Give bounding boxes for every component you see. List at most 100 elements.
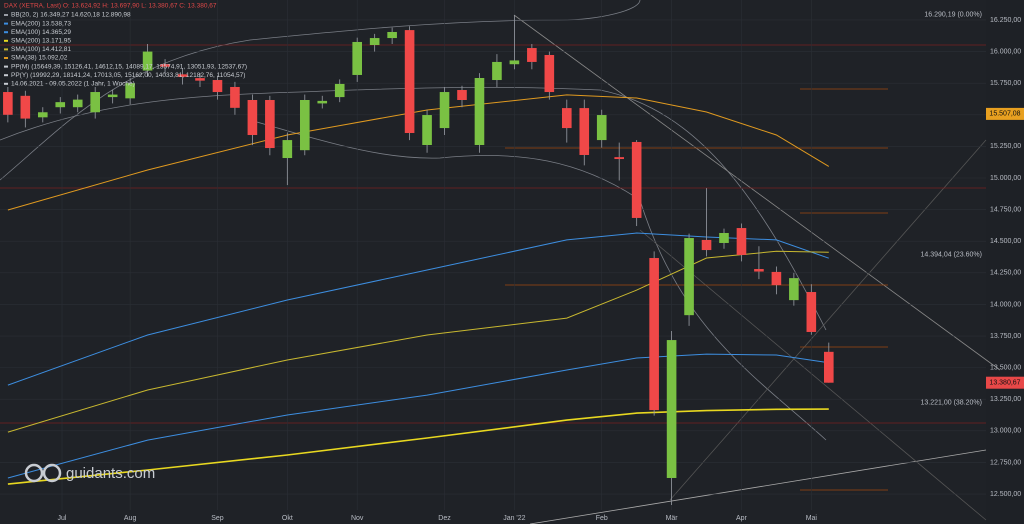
candle-body [352,41,362,75]
legend-swatch [4,82,8,85]
candle-body [160,64,170,67]
legend-text: EMA(100) 14.365,29 [11,29,71,36]
fib-label: 14.394,04 (23.60%) [921,251,983,258]
candle-body [527,48,537,62]
candle-body [596,115,607,141]
candle-body [334,83,345,98]
candle-body [771,271,782,286]
candle-body [247,99,258,136]
candle-body [265,99,275,149]
legend-swatch [4,31,8,34]
candle-body [142,51,153,71]
logo-mark [42,463,62,483]
indicator-line [7,408,829,485]
legend-swatch [4,14,8,16]
indicator-line [7,250,829,433]
logo: guidants.com [24,463,155,483]
candle-body [561,108,572,129]
x-tick-label: Jan '22 [503,515,525,522]
candle-body [422,115,432,146]
x-tick-label: Okt [282,515,293,522]
x-tick-label: Feb [596,515,608,522]
candle-body [212,80,223,93]
candle-body [177,74,188,77]
axis-panel [986,0,1024,524]
candle-body [579,108,590,155]
legend-swatch [4,22,8,25]
legend-swatch [4,39,8,42]
y-tick-label: 15.250,00 [990,143,1021,150]
bb-upper [0,0,641,181]
y-tick-label: 14.000,00 [990,301,1021,308]
legend-text: BB(20, 2) 16.349,27 14.620,18 12.890,98 [11,12,131,19]
candle-body [282,140,293,159]
chart-title: DAX (XETRA, Last) O: 13.624,92 H: 13.697… [4,3,217,10]
candle-body [492,61,502,81]
fib-label: 13.221,00 (38.20%) [921,400,983,407]
y-tick-label: 13.250,00 [990,396,1021,403]
candle-body [404,30,415,133]
indicator-line [7,353,829,479]
indicator-line [7,232,829,386]
x-tick-label: Sep [211,515,224,522]
candle-body [387,31,397,39]
y-tick-label: 14.500,00 [990,238,1021,245]
legend-text: SMA(38) 15.092,02 [11,55,68,62]
x-tick-label: Mär [666,515,679,522]
candle-body [37,112,48,118]
y-tick-label: 13.500,00 [990,364,1021,371]
candle-body [107,94,118,98]
candle-body [754,269,764,272]
price-tag-label: 15.507,08 [989,111,1020,118]
y-tick-label: 14.750,00 [990,206,1021,213]
legend-swatch [4,74,8,77]
candle-body [631,141,642,218]
y-tick-label: 13.750,00 [990,333,1021,340]
y-tick-label: 16.000,00 [990,48,1021,55]
y-tick-label: 16.250,00 [990,17,1021,24]
grid [0,0,986,510]
watermark: guidants.com [66,465,155,482]
candle-body [195,78,205,81]
candles [3,14,834,506]
indicator-line [7,94,830,211]
y-tick-label: 15.750,00 [990,80,1021,87]
x-tick-label: Dez [438,515,451,522]
labels: 12.500,00 12.750,00 13.000,00 13.250,00 13.5… [4,12,1024,522]
legend-text: 14.06.2021 - 09.05.2022 (1 Jahr, 1 Woche… [11,81,135,88]
candle-body [317,100,328,104]
candle-body [701,239,712,251]
x-tick-label: Jul [58,515,67,522]
trendline [513,14,1001,371]
bb-mid [0,86,827,331]
legend-text: PP(Y) (19992,29, 18141,24, 17013,05, 151… [11,72,245,79]
candle-body [55,102,66,108]
candle-body [72,99,83,108]
y-tick-label: 12.750,00 [990,459,1021,466]
indicators [7,94,830,485]
fib-label: 16.290,19 (0.00%) [924,12,982,19]
candle-body [823,351,834,383]
price-tag [986,376,1024,389]
decorations [0,0,1001,524]
candle-body [789,278,799,301]
candle-body [439,92,450,129]
legend-swatch [4,57,8,59]
candle-body [230,86,240,108]
bb-lower [249,119,827,441]
candle-body [369,38,380,46]
candle-body [649,258,659,411]
legend-swatch [4,65,8,68]
candle-body [666,340,677,478]
x-tick-label: Nov [351,515,364,522]
candle-body [719,232,729,243]
candle-body [457,90,467,100]
y-tick-label: 15.000,00 [990,175,1021,182]
candle-body [20,95,31,119]
y-tick-label: 14.250,00 [990,270,1021,277]
candle-body [544,54,555,93]
legend-text: EMA(200) 13.538,73 [11,20,71,27]
trendline [669,139,987,501]
candle-body [3,92,13,115]
